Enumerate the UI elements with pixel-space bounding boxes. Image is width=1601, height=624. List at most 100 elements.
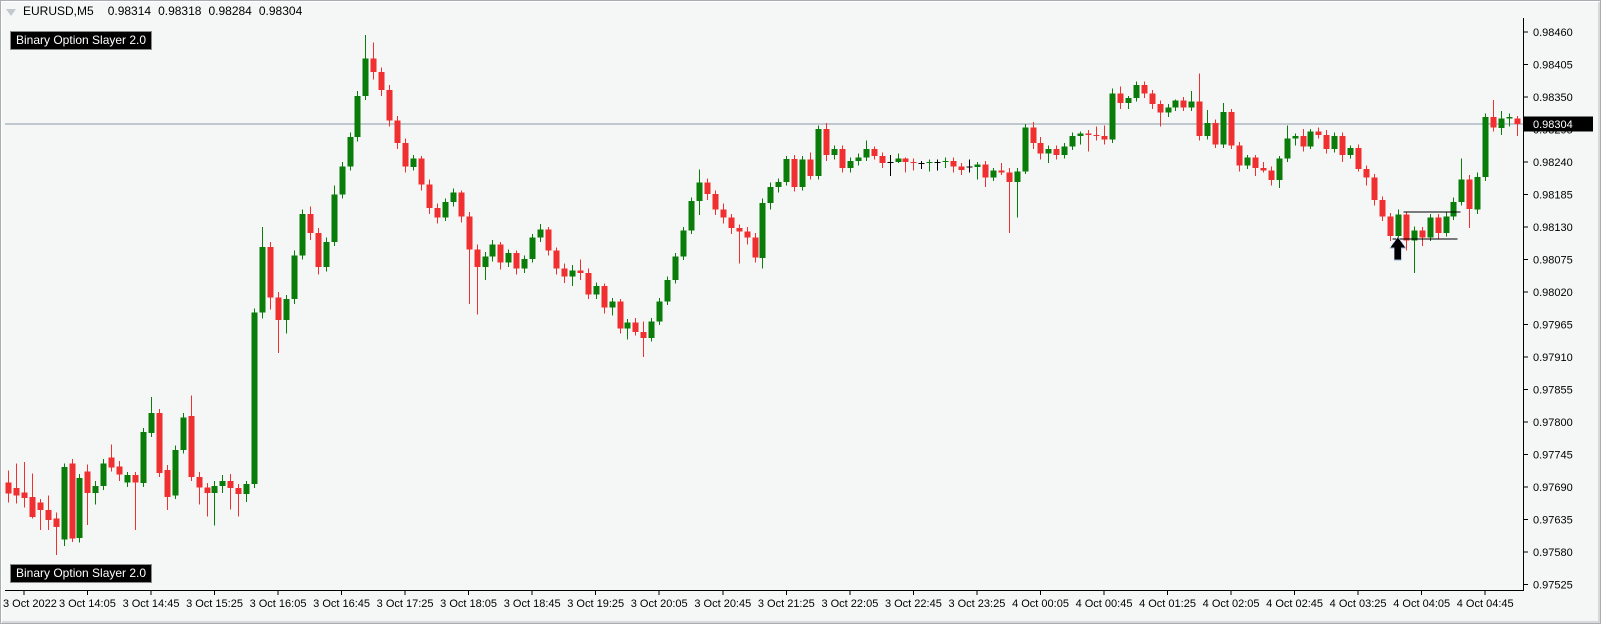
candle — [1498, 118, 1505, 128]
candle — [1069, 136, 1076, 147]
candle — [235, 488, 242, 495]
ohlc-readout: EURUSD,M5 0.98314 0.98318 0.98284 0.9830… — [6, 4, 309, 18]
price-axis-label: 0.97690 — [1533, 482, 1573, 494]
price-axis-label: 0.97745 — [1533, 450, 1573, 462]
candle — [489, 244, 496, 257]
candle — [211, 485, 218, 493]
candle — [1180, 100, 1187, 108]
candle — [497, 244, 504, 263]
candle — [982, 164, 989, 178]
candle — [505, 253, 512, 263]
candle — [100, 463, 107, 486]
candle — [1347, 147, 1354, 155]
candle — [29, 497, 36, 518]
candle — [847, 160, 854, 168]
candle — [1276, 158, 1283, 180]
candle — [1244, 157, 1251, 166]
candle — [1458, 179, 1465, 203]
candle — [974, 164, 981, 167]
candle — [839, 149, 846, 168]
candle — [1379, 199, 1386, 217]
candle — [148, 413, 155, 434]
ohlc-high: 0.98318 — [158, 4, 202, 18]
candle — [5, 482, 12, 494]
candle — [1165, 107, 1172, 113]
candle — [1363, 169, 1370, 178]
candle — [53, 518, 60, 528]
candle — [13, 488, 20, 496]
candle — [1450, 202, 1457, 217]
candle — [1252, 157, 1259, 168]
candle — [1006, 172, 1013, 183]
candle — [1133, 85, 1140, 99]
candle — [553, 250, 560, 269]
price-axis-label: 0.97910 — [1533, 352, 1573, 364]
candle — [458, 192, 465, 217]
time-axis-label: 4 Oct 04:45 — [1457, 598, 1514, 610]
candle — [1101, 136, 1108, 140]
candle — [1506, 117, 1513, 119]
time-axis-label: 3 Oct 21:25 — [758, 598, 815, 610]
candle — [934, 162, 941, 163]
candle — [680, 230, 687, 257]
buy-arrow-icon[interactable] — [1389, 236, 1407, 261]
time-axis[interactable]: 3 Oct 2022 3 Oct 14:05 3 Oct 14:45 3 Oct 15… — [3, 590, 1514, 610]
candle — [664, 280, 671, 302]
candle — [855, 157, 862, 161]
candle — [1371, 177, 1378, 200]
price-axis-label: 0.98020 — [1533, 287, 1573, 299]
candle — [1387, 216, 1394, 236]
candle — [1204, 123, 1211, 136]
candle — [815, 128, 822, 177]
ohlc-close: 0.98304 — [258, 4, 303, 18]
candle — [1022, 127, 1029, 172]
candle — [1474, 176, 1481, 210]
candle — [1196, 101, 1203, 136]
candle — [61, 466, 68, 540]
candle — [577, 270, 584, 274]
candle — [1212, 123, 1219, 145]
candle — [1030, 127, 1037, 144]
time-axis-label: 3 Oct 22:05 — [821, 598, 878, 610]
candle — [37, 502, 44, 511]
time-axis-label: 3 Oct 18:45 — [504, 598, 561, 610]
candle — [624, 322, 631, 329]
time-axis-label: 4 Oct 02:05 — [1203, 598, 1260, 610]
candle — [196, 476, 203, 488]
candle — [124, 475, 131, 483]
candle — [283, 299, 290, 320]
candle — [204, 487, 211, 493]
candle — [1403, 214, 1410, 241]
candle — [791, 159, 798, 187]
candle — [323, 241, 330, 268]
candle — [823, 128, 830, 155]
time-axis-label: 3 Oct 15:25 — [186, 598, 243, 610]
price-axis-label: 0.97635 — [1533, 515, 1573, 527]
ohlc-open: 0.98314 — [107, 4, 152, 18]
candle — [251, 312, 258, 485]
candle — [21, 492, 28, 499]
candle — [1443, 216, 1450, 233]
candle — [1284, 138, 1291, 159]
candle — [569, 270, 576, 277]
candle — [1490, 117, 1497, 128]
candle — [1427, 217, 1434, 238]
candle — [704, 182, 711, 194]
candle — [1307, 131, 1314, 147]
time-axis-label: 3 Oct 2022 — [3, 598, 57, 610]
candle — [895, 158, 902, 162]
candle — [84, 471, 91, 493]
price-axis[interactable]: 0.984600.984050.983500.982950.982400.981… — [1523, 27, 1573, 592]
candle — [1435, 217, 1442, 233]
candle — [736, 228, 743, 232]
candle — [950, 160, 957, 167]
candle — [1260, 167, 1267, 171]
candle — [291, 255, 298, 300]
candle — [442, 202, 449, 218]
price-axis-label: 0.98240 — [1533, 157, 1573, 169]
candle — [640, 332, 647, 339]
candle — [863, 149, 870, 158]
symbol-menu-icon[interactable] — [6, 8, 16, 16]
candle — [958, 166, 965, 171]
